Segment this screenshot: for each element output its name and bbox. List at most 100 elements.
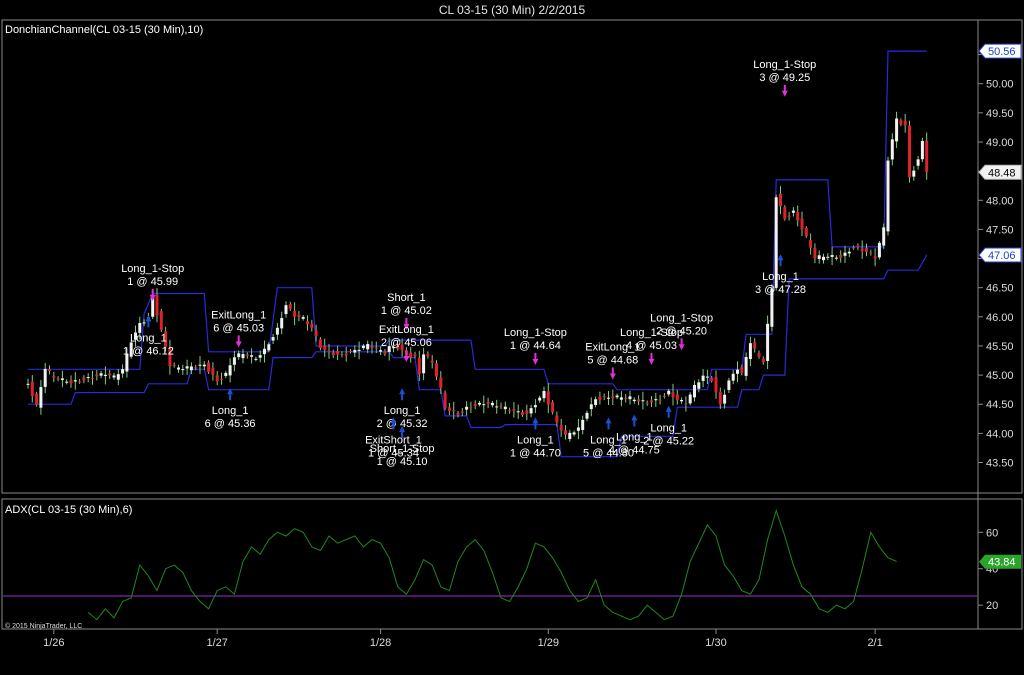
candle-body (202, 364, 206, 367)
candle-body (318, 339, 322, 348)
candle-body (546, 391, 550, 405)
candle-body (48, 369, 51, 371)
candle-body (516, 411, 520, 413)
candle-body (181, 369, 185, 371)
candle-body (297, 314, 301, 318)
candle-body (310, 323, 314, 329)
trade-detail: 2 @ 45.20 (656, 325, 707, 337)
candle-body (456, 412, 460, 416)
trade-label: ExitLong_1 (379, 324, 434, 336)
price-tick-label: 49.00 (986, 137, 1014, 149)
candle-body (280, 317, 284, 329)
trade-label: Long_1-Stop (121, 263, 184, 275)
candle-body (667, 390, 671, 395)
candle-body (559, 424, 563, 431)
candle-body (460, 411, 464, 413)
candle-body (589, 404, 593, 410)
candle-body (396, 345, 400, 349)
candle-body (533, 405, 537, 408)
candle-body (430, 360, 434, 363)
candle-body (581, 419, 585, 430)
candle-body (779, 193, 782, 207)
candle-body (740, 366, 744, 374)
candle-body (564, 430, 567, 435)
candle-body (228, 365, 232, 376)
candle-body (645, 402, 649, 404)
candle-body (413, 354, 417, 356)
candle-body (301, 317, 305, 319)
candle-body (35, 393, 39, 405)
price-badge (978, 164, 1022, 180)
price-panel-title: DonchianChannel(CL 03-15 (30 Min),10) (5, 24, 203, 36)
window-title: CL 03-15 (30 Min) 2/2/2015 (438, 3, 586, 17)
candle-body (908, 125, 911, 178)
candle-body (245, 354, 249, 357)
candle-body (250, 355, 254, 357)
candle-body (151, 295, 155, 317)
candle-body (555, 415, 559, 423)
price-badge-label: 50.56 (988, 46, 1016, 58)
candle-body (920, 140, 924, 160)
candle-body (73, 380, 77, 382)
copyright-text: © 2015 NinjaTrader, LLC (5, 622, 82, 630)
candle-body (112, 375, 116, 378)
adx-series-line (87, 508, 897, 621)
candle-body (134, 332, 137, 340)
price-tick-label: 45.50 (986, 341, 1014, 353)
trade-arrow-up (665, 405, 672, 412)
x-tick-label: 1/26 (43, 637, 64, 649)
candle-body (886, 160, 890, 232)
candle-body (116, 374, 120, 380)
trade-detail: 1 @ 45.99 (127, 276, 178, 288)
candle-body (417, 357, 421, 375)
donchian-channel (28, 50, 928, 458)
candle-body (551, 402, 555, 413)
candle-body (258, 355, 262, 358)
trade-detail: 2 @ 45.32 (377, 418, 428, 430)
trade-arrow-down (403, 355, 410, 362)
candle-body (757, 352, 761, 357)
candle-body (168, 348, 172, 367)
candle-body (275, 327, 279, 335)
candle-body (387, 346, 391, 352)
candle-body (271, 337, 275, 341)
candle-body (288, 304, 292, 309)
candle-body (804, 227, 808, 237)
price-tick-label: 43.50 (986, 458, 1014, 470)
candle-body (796, 211, 800, 221)
candle-body (718, 391, 722, 405)
candle-body (615, 395, 619, 398)
candle-body (602, 396, 606, 398)
price-candles (26, 111, 929, 442)
trade-detail: 5 @ 44.68 (587, 354, 638, 366)
candle-body (774, 197, 778, 288)
candle-body (69, 380, 73, 384)
price-tick-label: 50.00 (986, 79, 1014, 91)
candle-body (263, 348, 266, 355)
candle-body (529, 408, 533, 414)
candle-body (890, 139, 894, 160)
adx-tick-label: 20 (986, 600, 998, 612)
candle-body (284, 305, 288, 314)
trade-label: Long_1 (212, 405, 249, 417)
candle-body (787, 216, 791, 218)
trade-label: ExitLong_1 (211, 309, 266, 321)
trade-arrow-up (390, 417, 397, 424)
candle-body (912, 170, 916, 177)
trade-detail: 1 @ 46.12 (123, 345, 174, 357)
candle-body (490, 402, 494, 406)
candle-body (499, 405, 503, 407)
candle-body (125, 353, 129, 372)
trade-arrow-up (631, 414, 638, 421)
adx-badge: 43.84 (979, 554, 1021, 569)
candle-body (159, 311, 163, 331)
price-badges: 50.56 48.48 47.06 (978, 43, 1022, 263)
candle-body (624, 397, 628, 399)
trade-arrow-down (235, 341, 242, 348)
price-badge (978, 43, 1022, 59)
price-panel-frame (1, 19, 1023, 494)
trade-label: Long_1-Stop (753, 59, 816, 71)
trade-arrow-up (532, 417, 539, 424)
candle-body (538, 397, 542, 401)
